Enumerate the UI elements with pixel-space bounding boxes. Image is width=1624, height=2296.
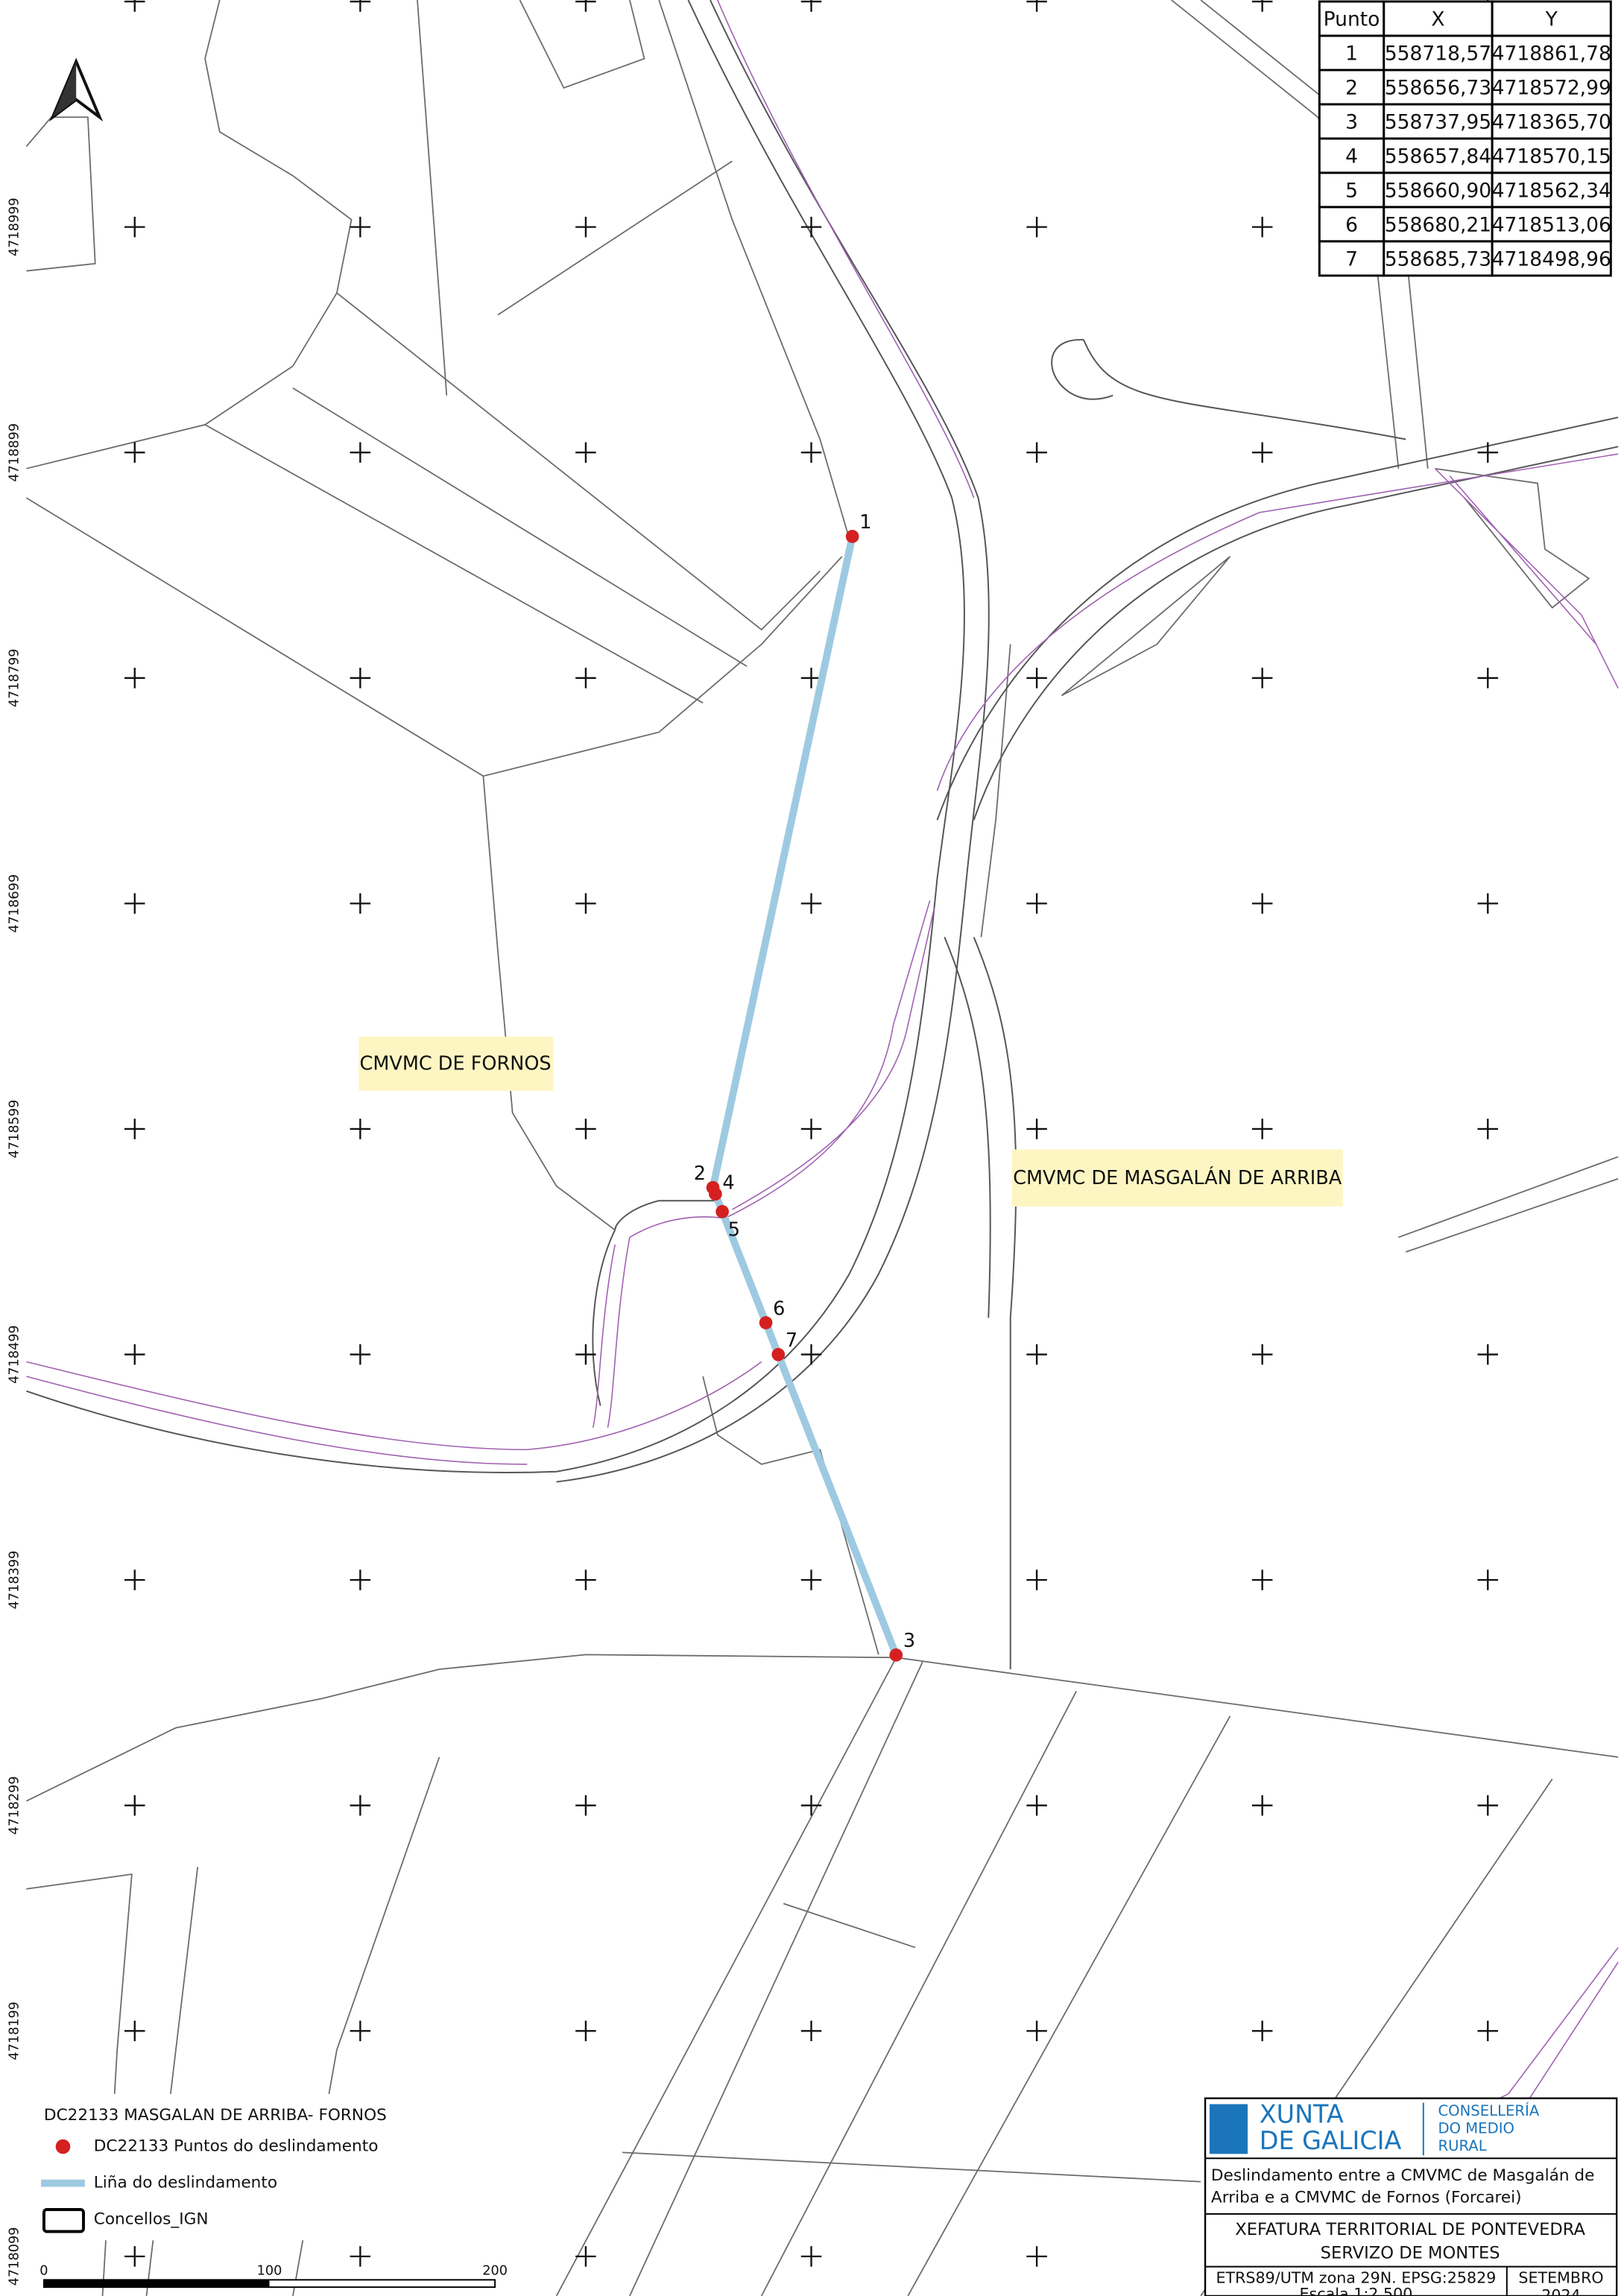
point-label: 7 bbox=[786, 1329, 797, 1352]
table-cell-text: 5 bbox=[1345, 179, 1358, 202]
table-cell-text: 558718,57 bbox=[1385, 42, 1491, 65]
boundary-point bbox=[846, 530, 859, 543]
table-cell-text: 3 bbox=[1345, 110, 1358, 133]
point-label: 5 bbox=[728, 1218, 740, 1241]
legend-item: Concellos_IGN bbox=[94, 2210, 209, 2229]
department-text: DO MEDIO bbox=[1438, 2119, 1514, 2137]
legend-item: Liña do deslindamento bbox=[94, 2174, 277, 2192]
northing-label: 4718199 bbox=[7, 2002, 22, 2061]
scale-bar-label: 0 bbox=[40, 2264, 48, 2279]
scale-bar-label: 100 bbox=[257, 2264, 282, 2279]
table-cell-text: 4718365,70 bbox=[1492, 110, 1611, 133]
point-label: 6 bbox=[773, 1297, 785, 1320]
northing-label: 4718799 bbox=[7, 648, 22, 707]
cadastral-map: 4718999 4718899 4718799 4718699 4718599 47184… bbox=[0, 0, 1624, 2296]
map-background bbox=[0, 0, 1624, 2296]
table-cell-text: 4718570,15 bbox=[1492, 145, 1611, 168]
scale-bar-fill bbox=[44, 2280, 270, 2287]
table-cell-text: 4718861,78 bbox=[1492, 42, 1611, 65]
table-cell-text: 4718498,96 bbox=[1492, 247, 1611, 271]
projection: ETRS89/UTM zona 29N. EPSG:25829 bbox=[1216, 2268, 1496, 2286]
date: SETEMBRO bbox=[1518, 2268, 1603, 2286]
table-header: X bbox=[1431, 7, 1444, 31]
boundary-point bbox=[715, 1205, 729, 1218]
legend-point-symbol bbox=[56, 2140, 71, 2154]
table-cell-text: 4 bbox=[1345, 145, 1358, 168]
logo-text: XUNTA bbox=[1260, 2100, 1344, 2129]
table-cell-text: 7 bbox=[1345, 247, 1358, 271]
description: Arriba e a CMVMC de Fornos (Forcarei) bbox=[1211, 2188, 1522, 2207]
point-label: 2 bbox=[694, 1163, 706, 1185]
description: Deslindamento entre a CMVMC de Masgalán … bbox=[1211, 2166, 1595, 2185]
northing-label: 4718599 bbox=[7, 1100, 22, 1159]
logo-text: DE GALICIA bbox=[1260, 2126, 1402, 2155]
scale-text: Escala 1:2.500 bbox=[1300, 2285, 1413, 2296]
table-header: Punto bbox=[1324, 7, 1380, 31]
table-cell-text: 558656,73 bbox=[1385, 76, 1491, 99]
office: XEFATURA TERRITORIAL DE PONTEVEDRA bbox=[1235, 2220, 1585, 2239]
table-cell-text: 558737,95 bbox=[1385, 110, 1491, 133]
legend-title: DC22133 MASGALAN DE ARRIBA- FORNOS bbox=[44, 2106, 387, 2125]
department-text: RURAL bbox=[1438, 2137, 1486, 2154]
table-cell-text: 4718562,34 bbox=[1492, 179, 1611, 202]
northing-label: 4718399 bbox=[7, 1551, 22, 1610]
table-cell-text: 2 bbox=[1345, 76, 1358, 99]
northing-label: 4718899 bbox=[7, 423, 22, 482]
table-cell-text: 6 bbox=[1345, 213, 1358, 236]
table-cell-text: 558660,90 bbox=[1385, 179, 1491, 202]
legend-item: DC22133 Puntos do deslindamento bbox=[94, 2137, 379, 2156]
northing-label: 4718699 bbox=[7, 874, 22, 933]
point-label: 4 bbox=[722, 1171, 734, 1194]
table-cell-text: 4718513,06 bbox=[1492, 213, 1611, 236]
xunta-emblem bbox=[1210, 2104, 1248, 2154]
boundary-point bbox=[759, 1316, 773, 1329]
point-label: 3 bbox=[903, 1630, 915, 1652]
title-block: XUNTA DE GALICIA CONSELLERÍA DO MEDIO RU… bbox=[1205, 2099, 1617, 2296]
boundary-point bbox=[771, 1348, 785, 1362]
northing-label: 4718499 bbox=[7, 1325, 22, 1384]
table-cell-text: 4718572,99 bbox=[1492, 76, 1611, 99]
boundary-point bbox=[889, 1648, 903, 1662]
northing-label: 4718999 bbox=[7, 197, 22, 256]
boundary-point bbox=[709, 1187, 722, 1201]
area-label: CMVMC DE MASGALÁN DE ARRIBA bbox=[1013, 1167, 1342, 1189]
scale-bar-label: 200 bbox=[482, 2264, 508, 2279]
office: SERVIZO DE MONTES bbox=[1321, 2243, 1500, 2262]
point-label: 1 bbox=[859, 511, 871, 534]
table-cell-text: 558657,84 bbox=[1385, 145, 1491, 168]
date: 2024 bbox=[1541, 2286, 1581, 2296]
department-text: CONSELLERÍA bbox=[1438, 2102, 1539, 2119]
northing-label: 4718099 bbox=[7, 2227, 22, 2286]
table-header: Y bbox=[1545, 7, 1558, 31]
northing-label: 4718299 bbox=[7, 1776, 22, 1835]
legend: DC22133 MASGALAN DE ARRIBA- FORNOS DC221… bbox=[26, 2094, 386, 2240]
table-cell-text: 558680,21 bbox=[1385, 213, 1491, 236]
table-cell-text: 1 bbox=[1345, 42, 1358, 65]
area-label: CMVMC DE FORNOS bbox=[360, 1053, 552, 1075]
table-cell-text: 558685,73 bbox=[1385, 247, 1491, 271]
